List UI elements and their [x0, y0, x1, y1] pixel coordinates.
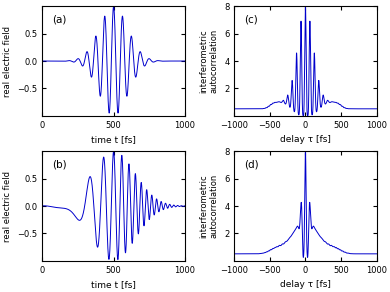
Y-axis label: real electric field: real electric field	[3, 25, 12, 97]
Y-axis label: real electric field: real electric field	[3, 171, 12, 241]
Text: (a): (a)	[52, 14, 67, 24]
Text: (b): (b)	[52, 159, 67, 169]
X-axis label: delay τ [fs]: delay τ [fs]	[280, 135, 331, 144]
Y-axis label: interferometric
autocorrelation: interferometric autocorrelation	[199, 29, 218, 93]
Text: (c): (c)	[244, 14, 258, 24]
X-axis label: time t [fs]: time t [fs]	[91, 135, 136, 144]
X-axis label: delay τ [fs]: delay τ [fs]	[280, 280, 331, 289]
Text: (d): (d)	[244, 159, 259, 169]
X-axis label: time t [fs]: time t [fs]	[91, 280, 136, 289]
Y-axis label: interferometric
autocorrelation: interferometric autocorrelation	[199, 174, 218, 238]
